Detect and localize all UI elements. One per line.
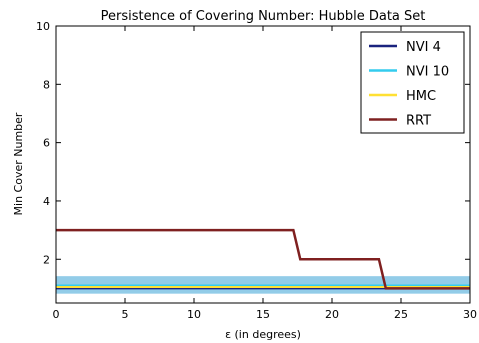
x-axis-label: ε (in degrees) — [225, 328, 301, 341]
y-axis-label: Min Cover Number — [12, 112, 25, 215]
y-tick-label: 8 — [43, 78, 50, 91]
plot-area — [56, 228, 470, 294]
y-tick-label: 6 — [43, 137, 50, 150]
axis-ticks: 0 5 10 15 20 25 30 2 4 6 8 10 — [36, 20, 477, 321]
legend-label: RRT — [406, 114, 431, 129]
legend-label: HMC — [406, 89, 436, 104]
x-tick-label: 25 — [394, 308, 408, 321]
y-tick-label: 4 — [43, 195, 50, 208]
legend-label: NVI 4 — [406, 40, 441, 55]
x-tick-label: 5 — [122, 308, 129, 321]
chart-title: Persistence of Covering Number: Hubble D… — [101, 9, 426, 24]
x-tick-label: 10 — [187, 308, 201, 321]
legend-label: NVI 10 — [406, 65, 449, 80]
legend-box — [360, 31, 465, 134]
y-tick-label: 10 — [36, 20, 50, 33]
x-tick-label: 0 — [53, 308, 60, 321]
series-line-rrt — [56, 228, 470, 290]
legend: NVI 4 NVI 10 HMC RRT — [360, 31, 465, 134]
x-tick-label: 30 — [463, 308, 477, 321]
x-tick-label: 20 — [325, 308, 339, 321]
x-tick-label: 15 — [256, 308, 270, 321]
y-tick-label: 2 — [43, 253, 50, 266]
